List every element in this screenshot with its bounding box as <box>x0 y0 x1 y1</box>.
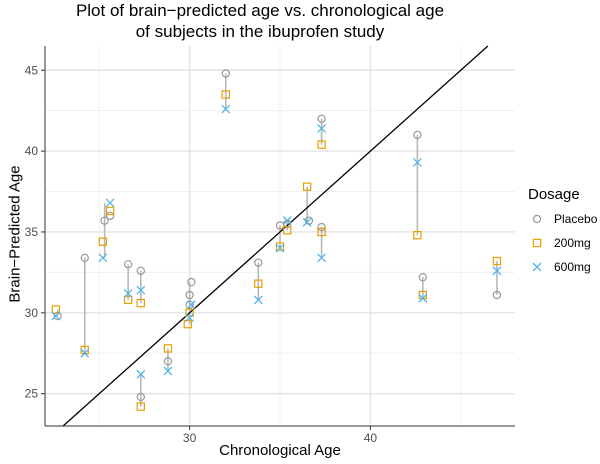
legend-key-placebo <box>532 214 542 224</box>
legend-key-200mg <box>532 238 542 248</box>
point-placebo <box>317 222 326 232</box>
chart-subtitle: of subjects in the ibuprofen study <box>135 22 385 41</box>
point-600mg <box>163 366 173 376</box>
point-200mg <box>136 298 146 308</box>
point-200mg <box>185 308 194 318</box>
point-placebo <box>100 216 109 225</box>
point-600mg <box>302 217 312 227</box>
point-placebo <box>105 211 115 220</box>
point-200mg <box>254 279 263 288</box>
point-200mg <box>283 226 292 235</box>
point-200mg <box>317 140 326 149</box>
point-600mg <box>253 295 263 305</box>
point-600mg <box>105 198 115 208</box>
point-200mg <box>183 319 193 329</box>
point-200mg <box>105 206 115 216</box>
point-600mg <box>221 104 231 114</box>
point-600mg <box>317 124 327 133</box>
y-tick-label: 45 <box>25 63 39 77</box>
identity-reference-line <box>62 45 489 427</box>
point-placebo <box>317 114 326 123</box>
point-600mg <box>98 253 108 263</box>
point-200mg <box>98 237 108 246</box>
legend-title: Dosage <box>528 186 580 203</box>
point-200mg <box>163 344 173 353</box>
point-placebo <box>136 392 146 402</box>
point-200mg <box>221 90 230 99</box>
point-600mg <box>123 288 133 298</box>
point-600mg <box>317 253 327 263</box>
point-200mg <box>317 227 326 237</box>
chart-title: Plot of brain−predicted age vs. chronolo… <box>75 1 445 20</box>
x-axis-label: Chronological Age <box>219 442 341 459</box>
point-placebo <box>418 273 428 282</box>
legend-label: 200mg <box>554 236 591 250</box>
point-600mg <box>418 293 428 303</box>
point-placebo <box>221 69 230 78</box>
y-tick-label: 35 <box>25 225 39 239</box>
legend-label: 600mg <box>554 260 591 274</box>
point-placebo <box>254 258 263 267</box>
point-placebo <box>80 253 89 263</box>
point-200mg <box>275 242 285 251</box>
point-600mg <box>412 157 422 167</box>
point-placebo <box>185 290 194 300</box>
y-tick-label: 40 <box>25 144 39 158</box>
x-tick-label: 30 <box>183 431 197 445</box>
legend: Dosage Placebo 200mg 600mg <box>528 186 598 274</box>
point-placebo <box>136 266 146 275</box>
point-600mg <box>185 313 195 323</box>
point-placebo <box>413 130 422 140</box>
y-tick-label: 25 <box>25 387 39 401</box>
point-600mg <box>492 266 502 276</box>
point-placebo <box>123 260 133 269</box>
point-200mg <box>136 402 146 411</box>
point-placebo <box>53 311 62 321</box>
point-200mg <box>413 230 422 240</box>
point-600mg <box>275 243 285 253</box>
point-200mg <box>123 295 133 305</box>
point-placebo <box>163 357 173 366</box>
point-200mg <box>51 305 61 314</box>
point-placebo <box>492 290 502 300</box>
point-600mg <box>80 348 90 358</box>
legend-key-600mg <box>532 262 542 272</box>
point-600mg <box>136 369 146 379</box>
y-tick-label: 30 <box>25 306 39 320</box>
x-tick-label: 40 <box>364 431 378 445</box>
point-600mg <box>136 285 146 295</box>
point-600mg <box>282 216 292 226</box>
point-600mg <box>186 300 196 310</box>
point-200mg <box>492 256 502 266</box>
point-placebo <box>187 277 196 287</box>
point-200mg <box>302 182 312 191</box>
point-600mg <box>51 311 61 321</box>
point-placebo <box>185 300 194 309</box>
legend-label: Placebo <box>554 212 598 226</box>
